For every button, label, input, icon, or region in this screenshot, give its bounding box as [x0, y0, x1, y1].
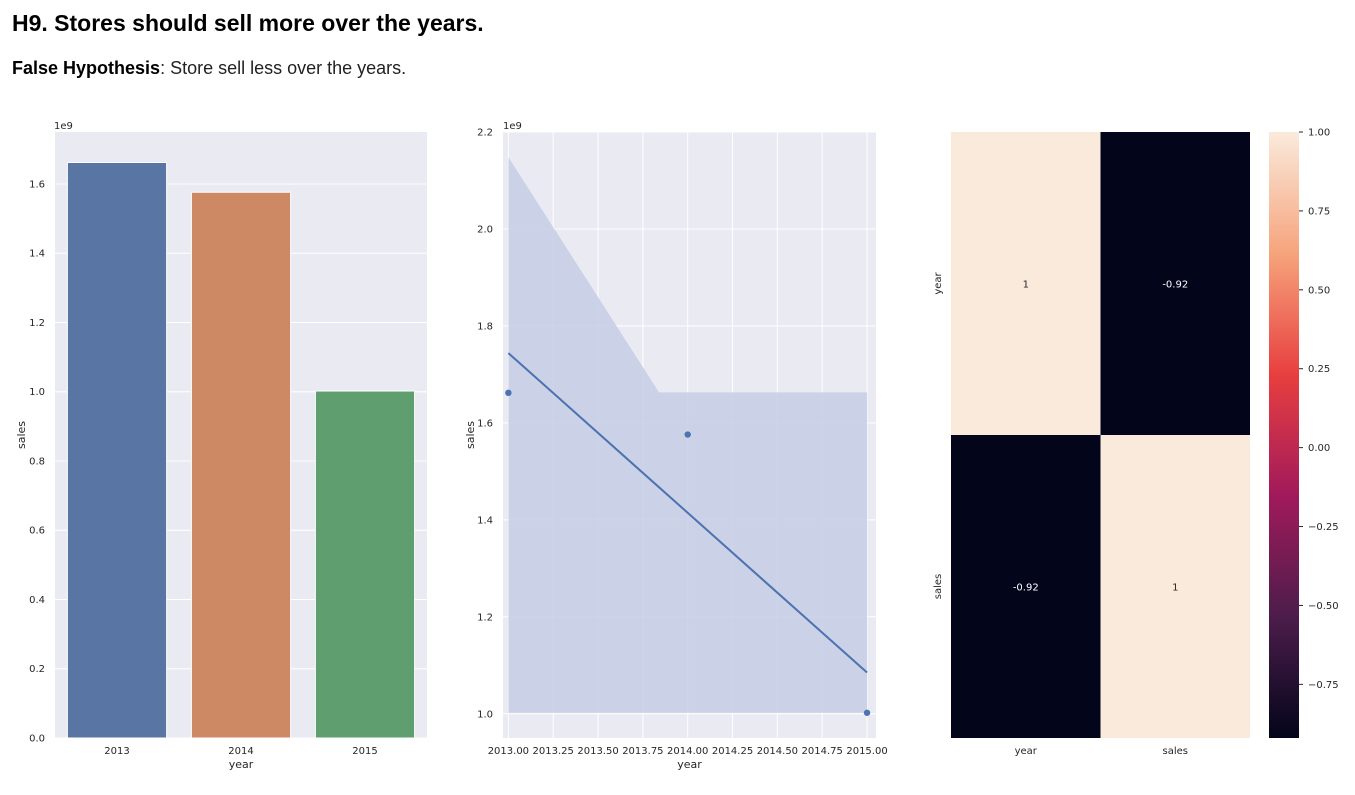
y-tick-label: 0.8	[29, 456, 45, 467]
x-axis-label: year	[677, 758, 702, 771]
page-subtitle: False Hypothesis: Store sell less over t…	[12, 58, 406, 79]
x-tick-label: 2014.00	[667, 746, 708, 757]
y-tick-label: 0.4	[29, 595, 45, 606]
subtitle-rest: : Store sell less over the years.	[160, 58, 407, 78]
x-tick-label: 2014.25	[712, 746, 753, 757]
colorbar-tick-label: 0.25	[1308, 364, 1330, 375]
bar-chart: 0.0 0.2 0.4 0.6 0.8 1.0 1.2 1.4 1.6 2013 2014 2015 y…	[15, 121, 427, 771]
colorbar-tick-label: 0.75	[1308, 206, 1330, 217]
offset-label: 1e9	[503, 121, 522, 132]
y-tick-label: 0.0	[29, 734, 45, 745]
heatmap-chart: 1 -0.92 -0.92 1 year sales year sales 1.00 0.75 0.…	[933, 128, 1339, 758]
colorbar-tick-label: −0.50	[1308, 601, 1339, 612]
y-tick-label: 0.6	[29, 526, 45, 537]
heatmap-cell	[1100, 132, 1250, 435]
x-tick-label: 2015.00	[846, 746, 887, 757]
colorbar-tick-label: −0.25	[1308, 522, 1339, 533]
colorbar	[1269, 132, 1299, 738]
offset-label: 1e9	[54, 121, 73, 132]
cell-annotation: -0.92	[1013, 583, 1039, 594]
heatmap-cell	[951, 132, 1101, 435]
scatter-point	[863, 709, 871, 716]
cell-annotation: 1	[1172, 583, 1178, 594]
colorbar-tick-label: 1.00	[1308, 128, 1330, 139]
y-tick-label: 0.2	[29, 664, 45, 675]
bar	[314, 390, 416, 739]
y-tick-label: 1.8	[477, 321, 493, 332]
y-tick-label: 1.0	[29, 387, 45, 398]
heatmap-cell	[951, 435, 1101, 738]
y-tick-label: 1.6	[477, 418, 493, 429]
regression-line	[507, 352, 868, 674]
y-tick-label: 1.6	[29, 179, 45, 190]
x-tick-label: 2013	[104, 746, 129, 757]
x-tick-label: 2013.25	[533, 746, 574, 757]
y-tick-label: 2.2	[477, 128, 493, 139]
y-tick-label: 2.0	[477, 224, 493, 235]
x-tick-label: 2014.50	[757, 746, 798, 757]
cell-annotation: 1	[1023, 280, 1029, 291]
y-tick-label: 1.2	[477, 612, 493, 623]
y-tick-label: year	[933, 271, 944, 294]
colorbar-tick-label: 0.00	[1308, 443, 1330, 454]
y-axis-label: sales	[464, 421, 477, 449]
y-tick-label: 1.0	[477, 709, 493, 720]
scatter-point	[505, 389, 512, 397]
cell-annotation: -0.92	[1162, 280, 1188, 291]
bar	[190, 191, 292, 739]
x-tick-label: 2013.75	[622, 746, 663, 757]
y-axis-label: sales	[15, 421, 28, 449]
y-tick-label: 1.2	[29, 318, 45, 329]
colorbar-tick-label: −0.75	[1308, 680, 1339, 691]
y-tick-label: 1.4	[477, 515, 493, 526]
scatter-point	[684, 431, 691, 438]
x-tick-label: 2013.00	[488, 746, 529, 757]
y-tick-label: 1.4	[29, 249, 45, 260]
x-tick-label: sales	[1163, 746, 1188, 757]
y-tick-label: sales	[933, 574, 944, 599]
x-tick-label: 2013.50	[577, 746, 618, 757]
x-tick-label: 2014	[228, 746, 253, 757]
heatmap-cell	[1100, 435, 1250, 738]
page-title: H9. Stores should sell more over the yea…	[12, 10, 484, 36]
subtitle-bold: False Hypothesis	[12, 58, 161, 78]
bar	[66, 161, 168, 739]
colorbar-tick-label: 0.50	[1308, 285, 1330, 296]
x-tick-label: 2014.75	[802, 746, 843, 757]
x-axis-label: year	[229, 758, 254, 771]
x-tick-label: 2015	[352, 746, 377, 757]
x-tick-label: year	[1015, 746, 1038, 757]
